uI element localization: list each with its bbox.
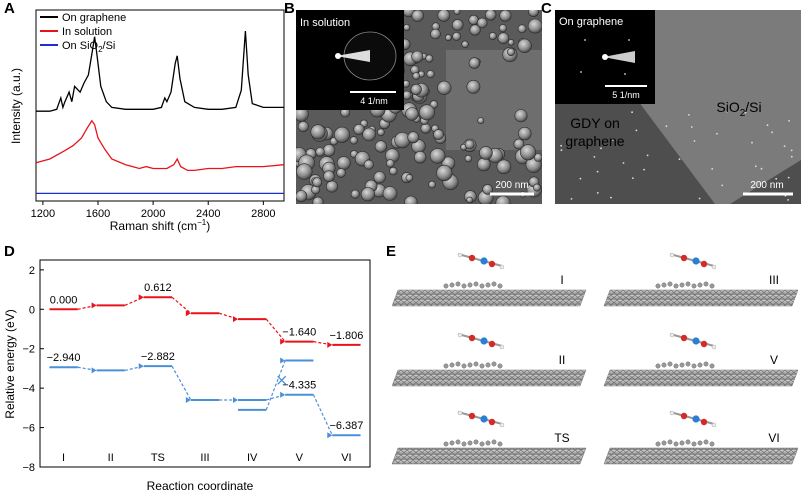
energy-connector-s1 <box>171 365 192 401</box>
scalebar-b-label: 200 nm <box>495 180 528 191</box>
energy-connector-s2 <box>265 360 286 411</box>
structure-label: I <box>560 273 563 287</box>
scalebar-c-label: 200 nm <box>750 180 783 191</box>
energy-connector-s1 <box>312 394 333 436</box>
energy-value-label: −2.882 <box>141 351 175 363</box>
energy-arrow-s0 <box>185 310 191 317</box>
energy-y-label: Relative energy (eV) <box>3 309 17 418</box>
crossing-marker <box>277 375 287 385</box>
raman-x-tick-label: 2400 <box>196 208 220 220</box>
energy-x-tick-label: TS <box>151 452 165 464</box>
energy-x-tick-label: III <box>200 452 209 464</box>
energy-value-label: −1.640 <box>282 327 316 339</box>
panel-d-letter: D <box>4 243 15 260</box>
inset-scale-c: 5 1/nm <box>612 90 640 100</box>
energy-arrow-s0 <box>280 338 286 345</box>
sem-image-graphene: On graphene 5 1/nm GDY on graphene SiO2/… <box>555 10 801 204</box>
raman-x-label: Raman shift (cm−1) <box>110 218 210 233</box>
diffraction-inset-c: On graphene 5 1/nm <box>555 10 655 104</box>
energy-arrow-s0 <box>91 302 97 309</box>
raman-series-1 <box>35 119 285 172</box>
energy-arrow-s0 <box>138 294 144 301</box>
energy-y-tick-label: −4 <box>22 383 35 395</box>
legend-label-graphene: On graphene <box>62 12 126 24</box>
energy-arrow-s1 <box>280 391 286 398</box>
diffraction-inset-b: In solution 4 1/nm <box>296 10 404 110</box>
inset-label-graphene: On graphene <box>559 16 623 28</box>
raman-x-tick-label: 2000 <box>141 208 165 220</box>
energy-arrow-s1 <box>185 396 191 403</box>
energy-arrow-s0 <box>233 316 238 323</box>
raman-plot-frame <box>35 9 285 202</box>
sem-image-solution: In solution 4 1/nm 200 nm <box>296 10 542 204</box>
panel-b-letter: B <box>284 0 295 17</box>
panel-c-letter: C <box>541 0 552 17</box>
energy-value-label: −2.940 <box>47 352 81 364</box>
panel-e-letter: E <box>386 243 397 260</box>
region-label-gdy: GDY on <box>570 115 620 131</box>
structure-II: II <box>391 332 587 387</box>
energy-arrow-s1 <box>138 363 144 370</box>
structure-label: VI <box>768 431 779 445</box>
raman-y-label: Intensity (a.u.) <box>9 68 23 144</box>
energy-connector-s0 <box>171 296 192 314</box>
region-label-graphene: graphene <box>565 133 624 149</box>
structure-TS: TS <box>391 410 587 465</box>
structure-label: TS <box>554 431 569 445</box>
energy-value-label: −6.387 <box>329 420 363 432</box>
energy-arrow-s1 <box>233 396 238 403</box>
energy-value-label: −4.335 <box>282 380 316 392</box>
energy-profile-chart: 20−2−4−6−8I II TS III IV V VI0.0000.612−1.640−… <box>3 259 371 493</box>
raman-x-tick-label: 2800 <box>251 208 275 220</box>
energy-arrow-s0 <box>327 341 333 348</box>
legend-label-solution: In solution <box>62 26 112 38</box>
legend-label-sio2: On SiO2/Si <box>62 40 115 54</box>
energy-y-tick-label: −6 <box>22 423 35 435</box>
panel-a-letter: A <box>4 0 15 17</box>
structure-V: V <box>603 332 799 387</box>
energy-arrow-s1 <box>327 432 333 439</box>
structure-I: I <box>391 252 587 307</box>
structure-label: V <box>770 353 778 367</box>
energy-x-label: Reaction coordinate <box>147 479 254 493</box>
raman-series-0 <box>36 30 284 112</box>
energy-x-tick-label: II <box>108 452 114 464</box>
region-label-sio2: SiO2/Si <box>716 99 761 119</box>
raman-legend: On graphene In solution On SiO2/Si <box>40 12 126 54</box>
structure-III: III <box>603 252 799 307</box>
energy-y-tick-label: −8 <box>22 462 35 474</box>
energy-plot-frame <box>39 259 371 468</box>
energy-value-label: 0.612 <box>144 282 172 294</box>
energy-value-label: 0.000 <box>50 294 78 306</box>
structure-label: III <box>769 273 779 287</box>
energy-y-tick-label: 2 <box>29 265 35 277</box>
energy-x-tick-label: VI <box>341 452 351 464</box>
energy-arrow-s1 <box>91 367 97 374</box>
structure-VI: VI <box>603 410 799 465</box>
energy-value-label: −1.806 <box>329 330 363 342</box>
raman-x-axis: 1200 1600 2000 2400 2800 <box>31 201 276 220</box>
structure-label: II <box>559 353 566 367</box>
raman-x-tick-label: 1600 <box>86 208 110 220</box>
inset-scale-b: 4 1/nm <box>360 96 388 106</box>
energy-x-tick-label: IV <box>247 452 258 464</box>
energy-y-tick-label: −2 <box>22 344 35 356</box>
energy-x-tick-label: V <box>296 452 304 464</box>
energy-arrow-s2 <box>280 357 286 364</box>
inset-label-solution: In solution <box>300 17 350 29</box>
energy-x-tick-label: I <box>62 452 65 464</box>
energy-y-tick-label: 0 <box>29 304 35 316</box>
raman-x-tick-label: 1200 <box>31 208 55 220</box>
raman-chart: On graphene In solution On SiO2/Si 1200 1… <box>9 9 285 233</box>
